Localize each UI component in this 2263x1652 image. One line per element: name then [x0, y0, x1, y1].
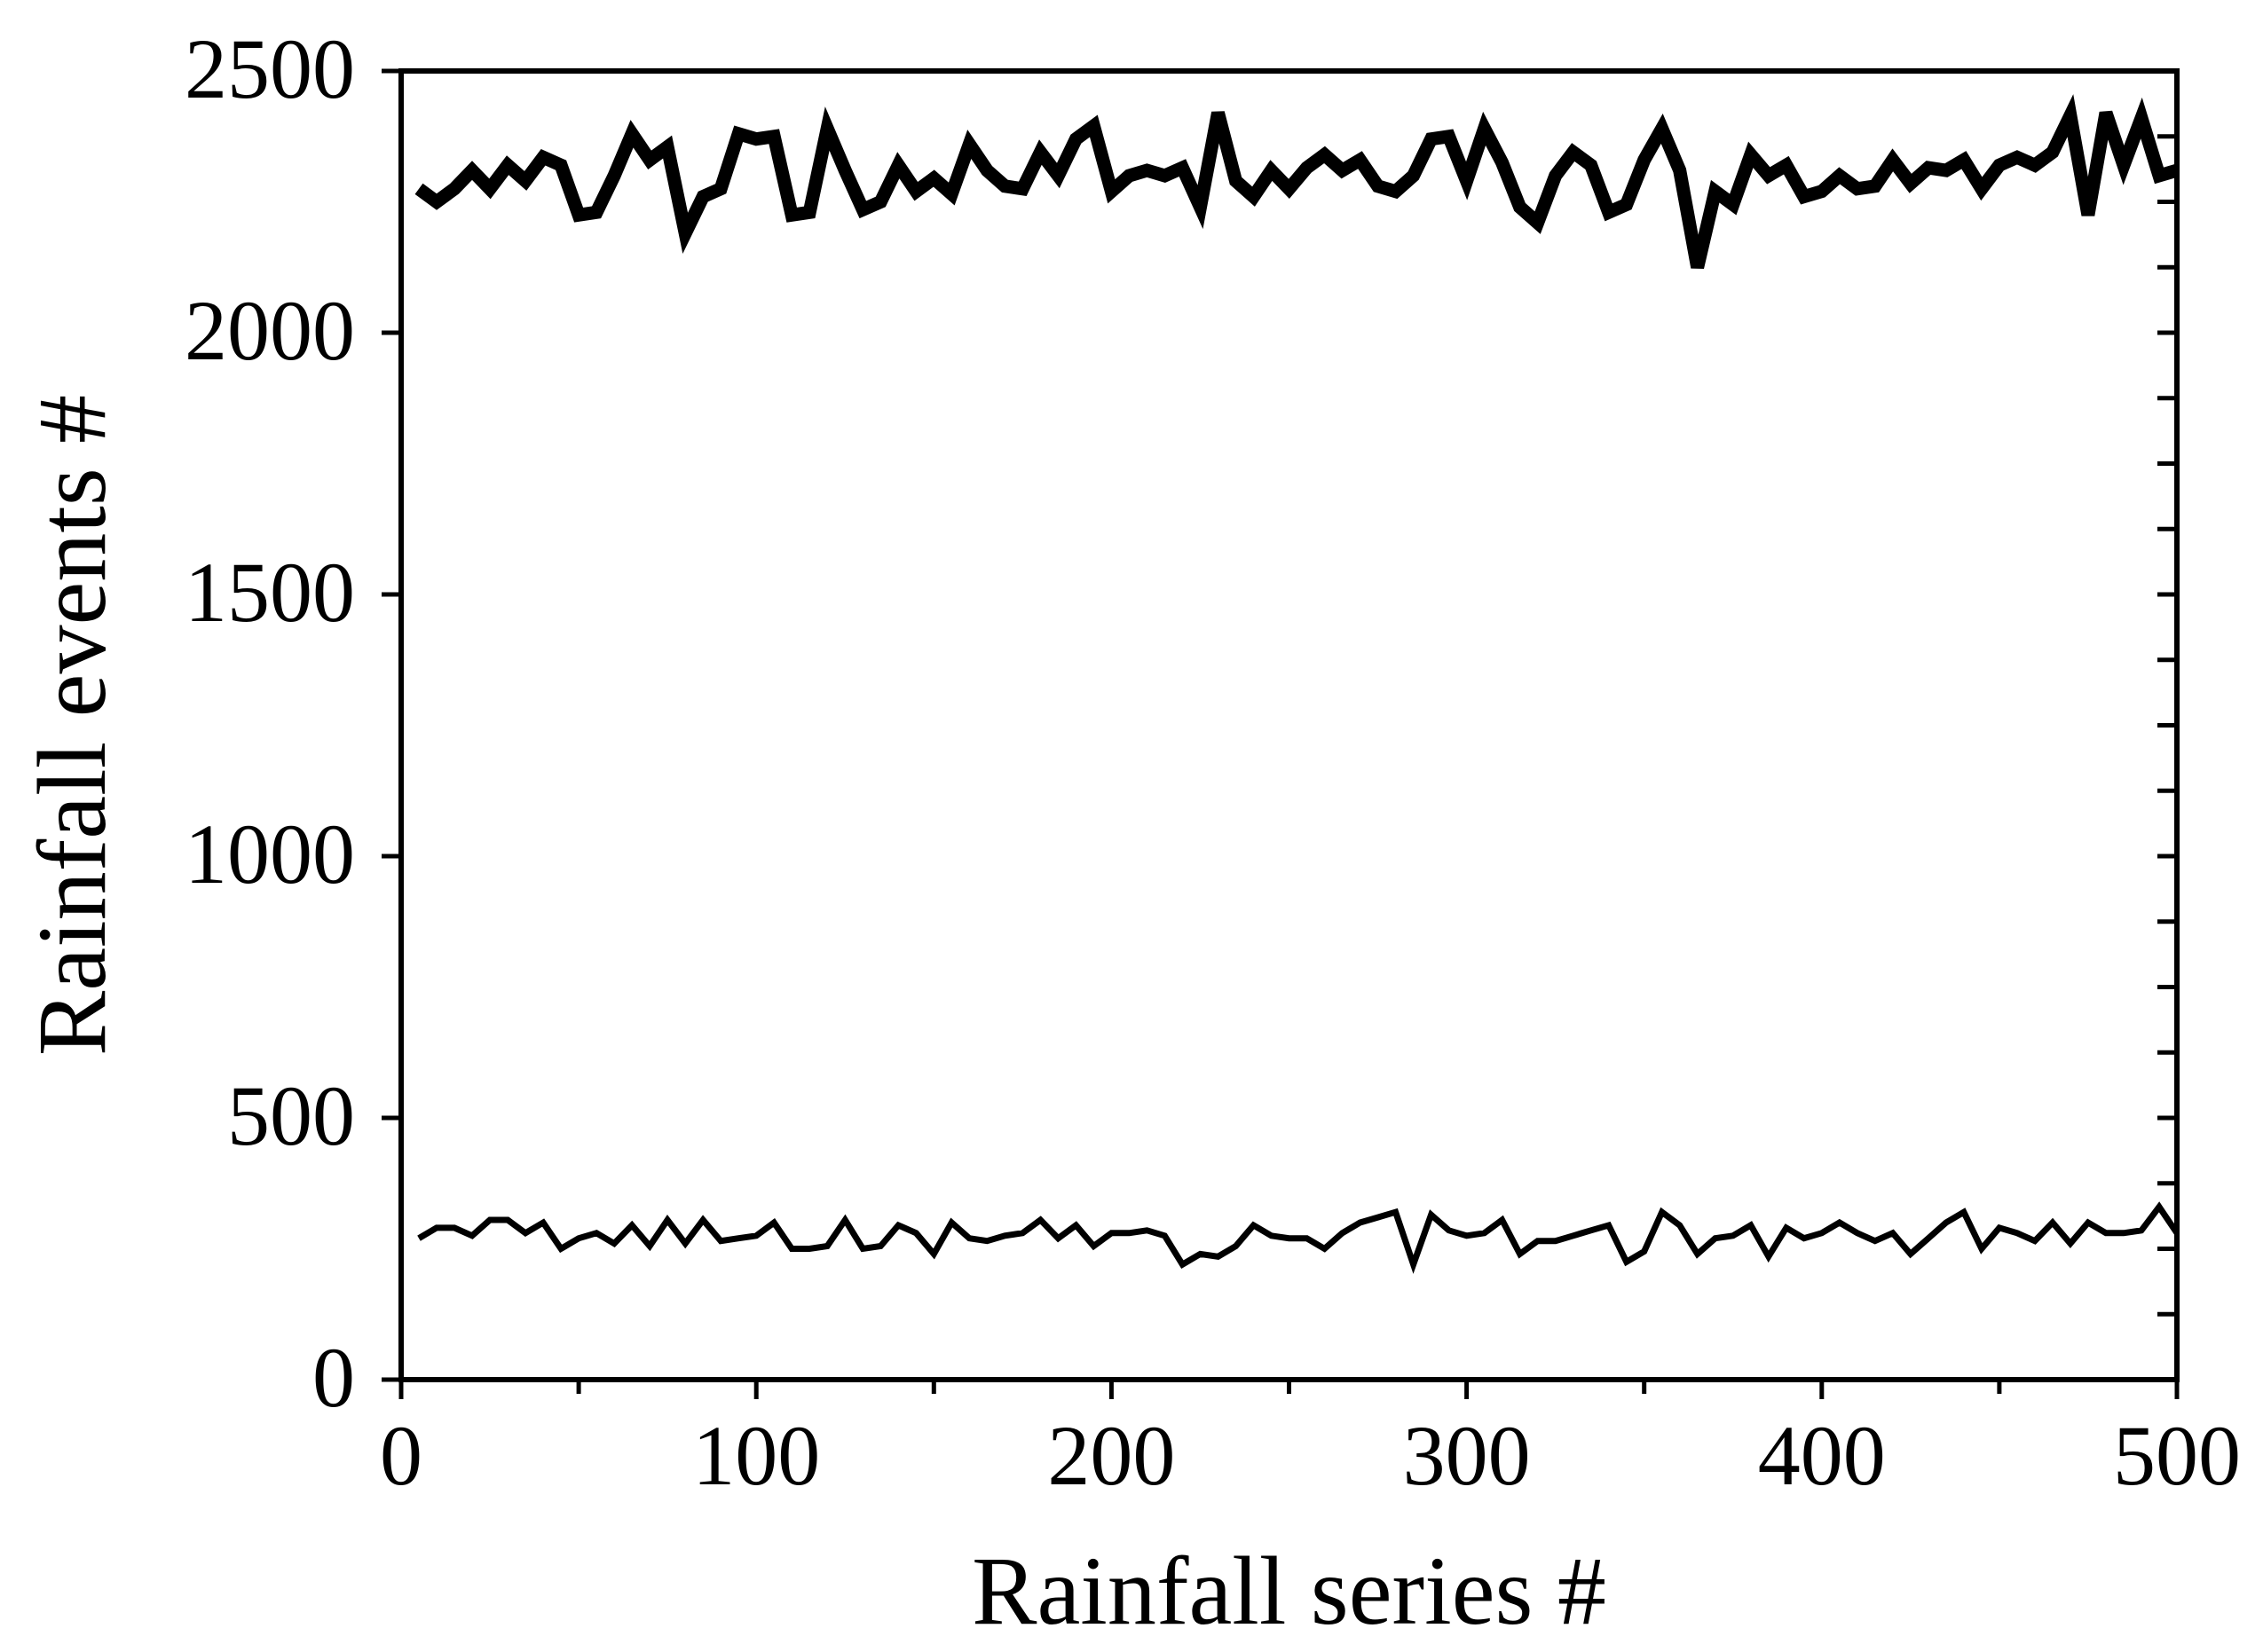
y-tick-label: 1000	[185, 806, 355, 901]
y-tick-label: 500	[227, 1068, 355, 1163]
y-tick-label: 0	[312, 1330, 355, 1425]
x-tick-label: 500	[2113, 1408, 2241, 1503]
x-tick-label: 0	[380, 1408, 422, 1503]
y-axis-title: Rainfall events #	[18, 395, 126, 1056]
x-axis-ticks: 0 100 200 300 400 500	[380, 1380, 2241, 1503]
y-tick-label: 2000	[185, 283, 355, 378]
x-tick-label: 300	[1403, 1408, 1531, 1503]
y-tick-label: 1500	[185, 545, 355, 640]
y-tick-label: 2500	[185, 21, 355, 116]
series-layer	[414, 94, 2180, 1274]
x-tick-label: 100	[692, 1408, 820, 1503]
x-tick-label: 200	[1047, 1408, 1175, 1503]
series-line-thin	[417, 1201, 2180, 1274]
x-tick-label: 400	[1758, 1408, 1886, 1503]
x-axis-title: Rainfall series #	[972, 1537, 1606, 1645]
plot-frame	[398, 68, 2180, 1382]
y-axis-ticks: 0 500 1000 1500 2000 2500	[185, 21, 2177, 1425]
series-line-thick	[414, 94, 2180, 270]
